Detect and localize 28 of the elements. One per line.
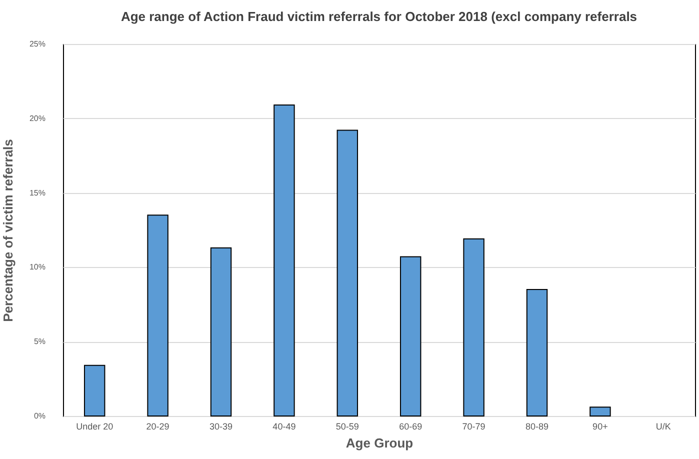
y-axis-title: Percentage of victim referrals (0, 139, 16, 322)
bar (590, 406, 611, 416)
x-tick-label: 90+ (592, 422, 608, 432)
x-axis-title: Age Group (346, 436, 414, 450)
bar (84, 364, 106, 416)
chart-title: Age range of Action Fraud victim referrals for October 2018 (excl company referrals (120, 9, 638, 24)
x-tick-label: U/K (656, 422, 671, 432)
y-tick-label: 0% (34, 412, 46, 420)
bar (336, 130, 358, 416)
x-tick-label: 20-29 (146, 422, 170, 432)
bar (400, 256, 422, 416)
x-tick-label: 50-59 (336, 422, 359, 432)
bar (147, 214, 168, 416)
y-tick-label: 10% (29, 262, 46, 272)
bar (463, 238, 484, 416)
y-tick-label: 15% (29, 188, 46, 198)
y-tick-label: 20% (29, 114, 46, 123)
x-tick-label: 30-39 (209, 422, 233, 432)
x-tick-label: 40-49 (272, 422, 296, 432)
x-tick-label: Under 20 (76, 422, 114, 432)
bar (526, 289, 548, 416)
x-tick-label: 80-89 (525, 422, 549, 432)
bar (210, 247, 232, 416)
bar (274, 104, 295, 416)
y-tick-label: 25% (29, 40, 46, 48)
y-tick-label: 5% (34, 337, 46, 346)
x-tick-label: 70-79 (462, 422, 486, 432)
x-tick-label: 60-69 (399, 422, 422, 432)
